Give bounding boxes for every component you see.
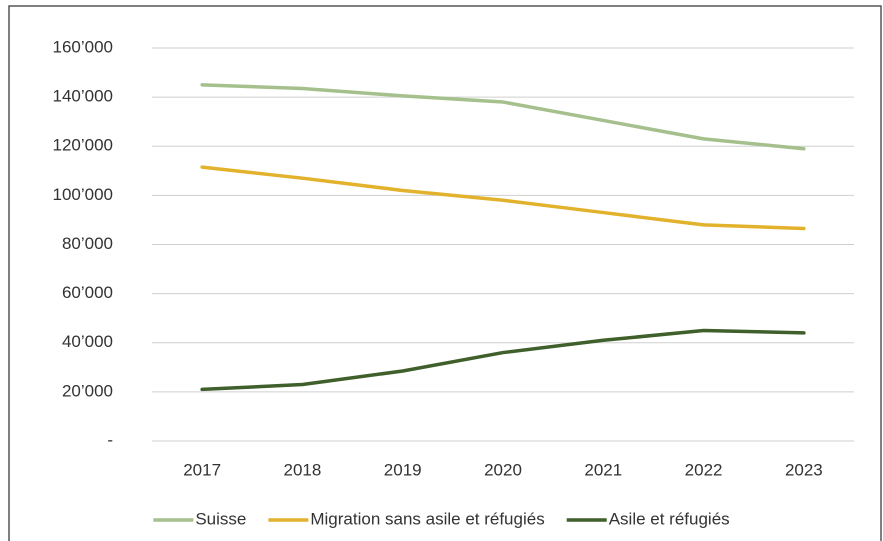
y-tick-label: 160’000 [52, 37, 113, 56]
y-tick-label: 20’000 [62, 381, 113, 400]
y-tick-label: - [107, 430, 113, 449]
x-tick-label: 2023 [785, 460, 823, 479]
x-tick-label: 2021 [584, 460, 622, 479]
y-tick-label: 120’000 [52, 136, 113, 155]
x-tick-label: 2020 [484, 460, 522, 479]
series-line [200, 328, 806, 392]
x-tick-label: 2017 [183, 460, 221, 479]
x-tick-label: 2022 [685, 460, 723, 479]
y-tick-label: 80’000 [62, 234, 113, 253]
series-line [200, 165, 806, 231]
y-tick-label: 60’000 [62, 283, 113, 302]
y-tick-label: 100’000 [52, 185, 113, 204]
y-tick-label: 40’000 [62, 332, 113, 351]
x-tick-label: 2019 [384, 460, 422, 479]
y-tick-label: 140’000 [52, 87, 113, 106]
legend-label: Asile et réfugiés [609, 509, 730, 528]
legend-label: Suisse [195, 509, 246, 528]
chart-border [8, 5, 882, 541]
legend-label: Migration sans asile et réfugiés [310, 509, 544, 528]
x-tick-label: 2018 [284, 460, 322, 479]
series-line [200, 83, 806, 151]
